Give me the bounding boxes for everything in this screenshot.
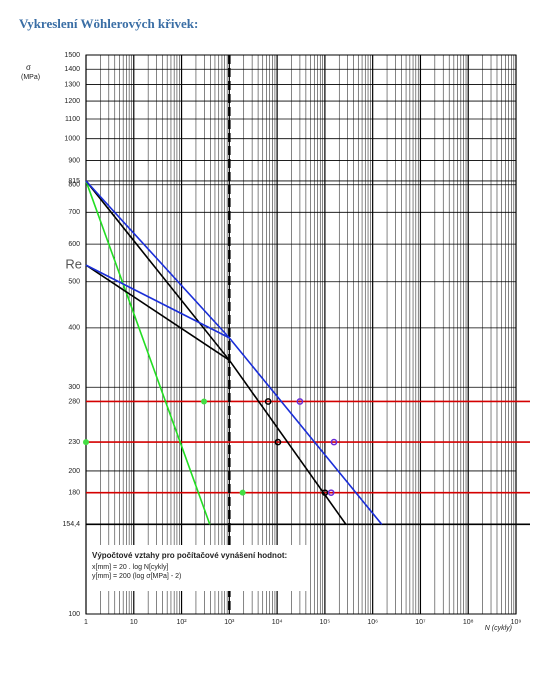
- page-title: Vykreslení Wöhlerových křivek:: [19, 16, 198, 31]
- formula-heading: Výpočtové vztahy pro počítačové vynášení…: [92, 551, 287, 560]
- y-tick-label: 815: [68, 178, 80, 185]
- curve: [85, 264, 230, 339]
- x-tick-label: 10⁹: [511, 619, 522, 626]
- x-tick-label: 1: [84, 619, 88, 626]
- x-tick-label: 10²: [176, 619, 187, 626]
- point: [239, 489, 246, 496]
- y-tick-label: 800: [68, 182, 80, 189]
- y-tick-label: 230: [68, 439, 80, 446]
- y-tick-label: 1100: [65, 116, 80, 123]
- point: [274, 438, 282, 446]
- y-tick-label: 1300: [64, 81, 80, 88]
- point: [264, 398, 272, 405]
- plot-frame: [85, 54, 517, 615]
- curve: [85, 264, 230, 361]
- point: [321, 489, 329, 497]
- x-tick-label: 10⁸: [463, 619, 474, 626]
- x-tick-label: 10: [130, 619, 138, 626]
- y-tick-label: 280: [68, 398, 80, 405]
- curve: [85, 180, 347, 525]
- y-tick-label: 180: [68, 490, 80, 497]
- y-tick-label: 200: [68, 468, 80, 475]
- y-tick-label: 100: [68, 611, 80, 618]
- point: [201, 398, 208, 405]
- y-tick-label: 600: [68, 241, 80, 248]
- re-tick-label: Re: [65, 257, 82, 272]
- x-tick-label: 10⁷: [415, 619, 426, 626]
- x-tick-label: 10⁴: [272, 619, 283, 626]
- point: [296, 398, 304, 405]
- y-unit: (MPa): [21, 74, 40, 81]
- point: [83, 439, 89, 446]
- curve: [85, 180, 383, 525]
- curve: [85, 180, 211, 525]
- x-label: N (cykly): [485, 625, 512, 632]
- y-tick-label: 900: [68, 157, 80, 164]
- y-tick-label: 1400: [64, 66, 80, 73]
- y-tick-label: 400: [68, 325, 80, 332]
- y-tick-label: 154,4: [62, 521, 80, 528]
- formula-line: x[mm] = 20 . log N[cykly]: [92, 564, 168, 571]
- x-tick-label: 10⁶: [367, 619, 378, 626]
- y-tick-label: 700: [68, 209, 80, 216]
- point: [330, 438, 338, 446]
- x-tick-label: 10³: [224, 619, 235, 626]
- y-tick-label: 300: [68, 384, 80, 391]
- formula-box: [89, 545, 309, 591]
- point: [327, 489, 335, 497]
- y-tick-label: 1000: [64, 136, 80, 143]
- formula-line: y[mm] = 200 (log σ[MPa] - 2): [92, 573, 181, 580]
- y-tick-label: 1200: [64, 98, 80, 105]
- y-tick-label: 500: [68, 279, 80, 286]
- x-tick-label: 10⁵: [320, 619, 331, 626]
- y-tick-label: 1500: [64, 52, 80, 59]
- y-label: σ: [26, 63, 31, 72]
